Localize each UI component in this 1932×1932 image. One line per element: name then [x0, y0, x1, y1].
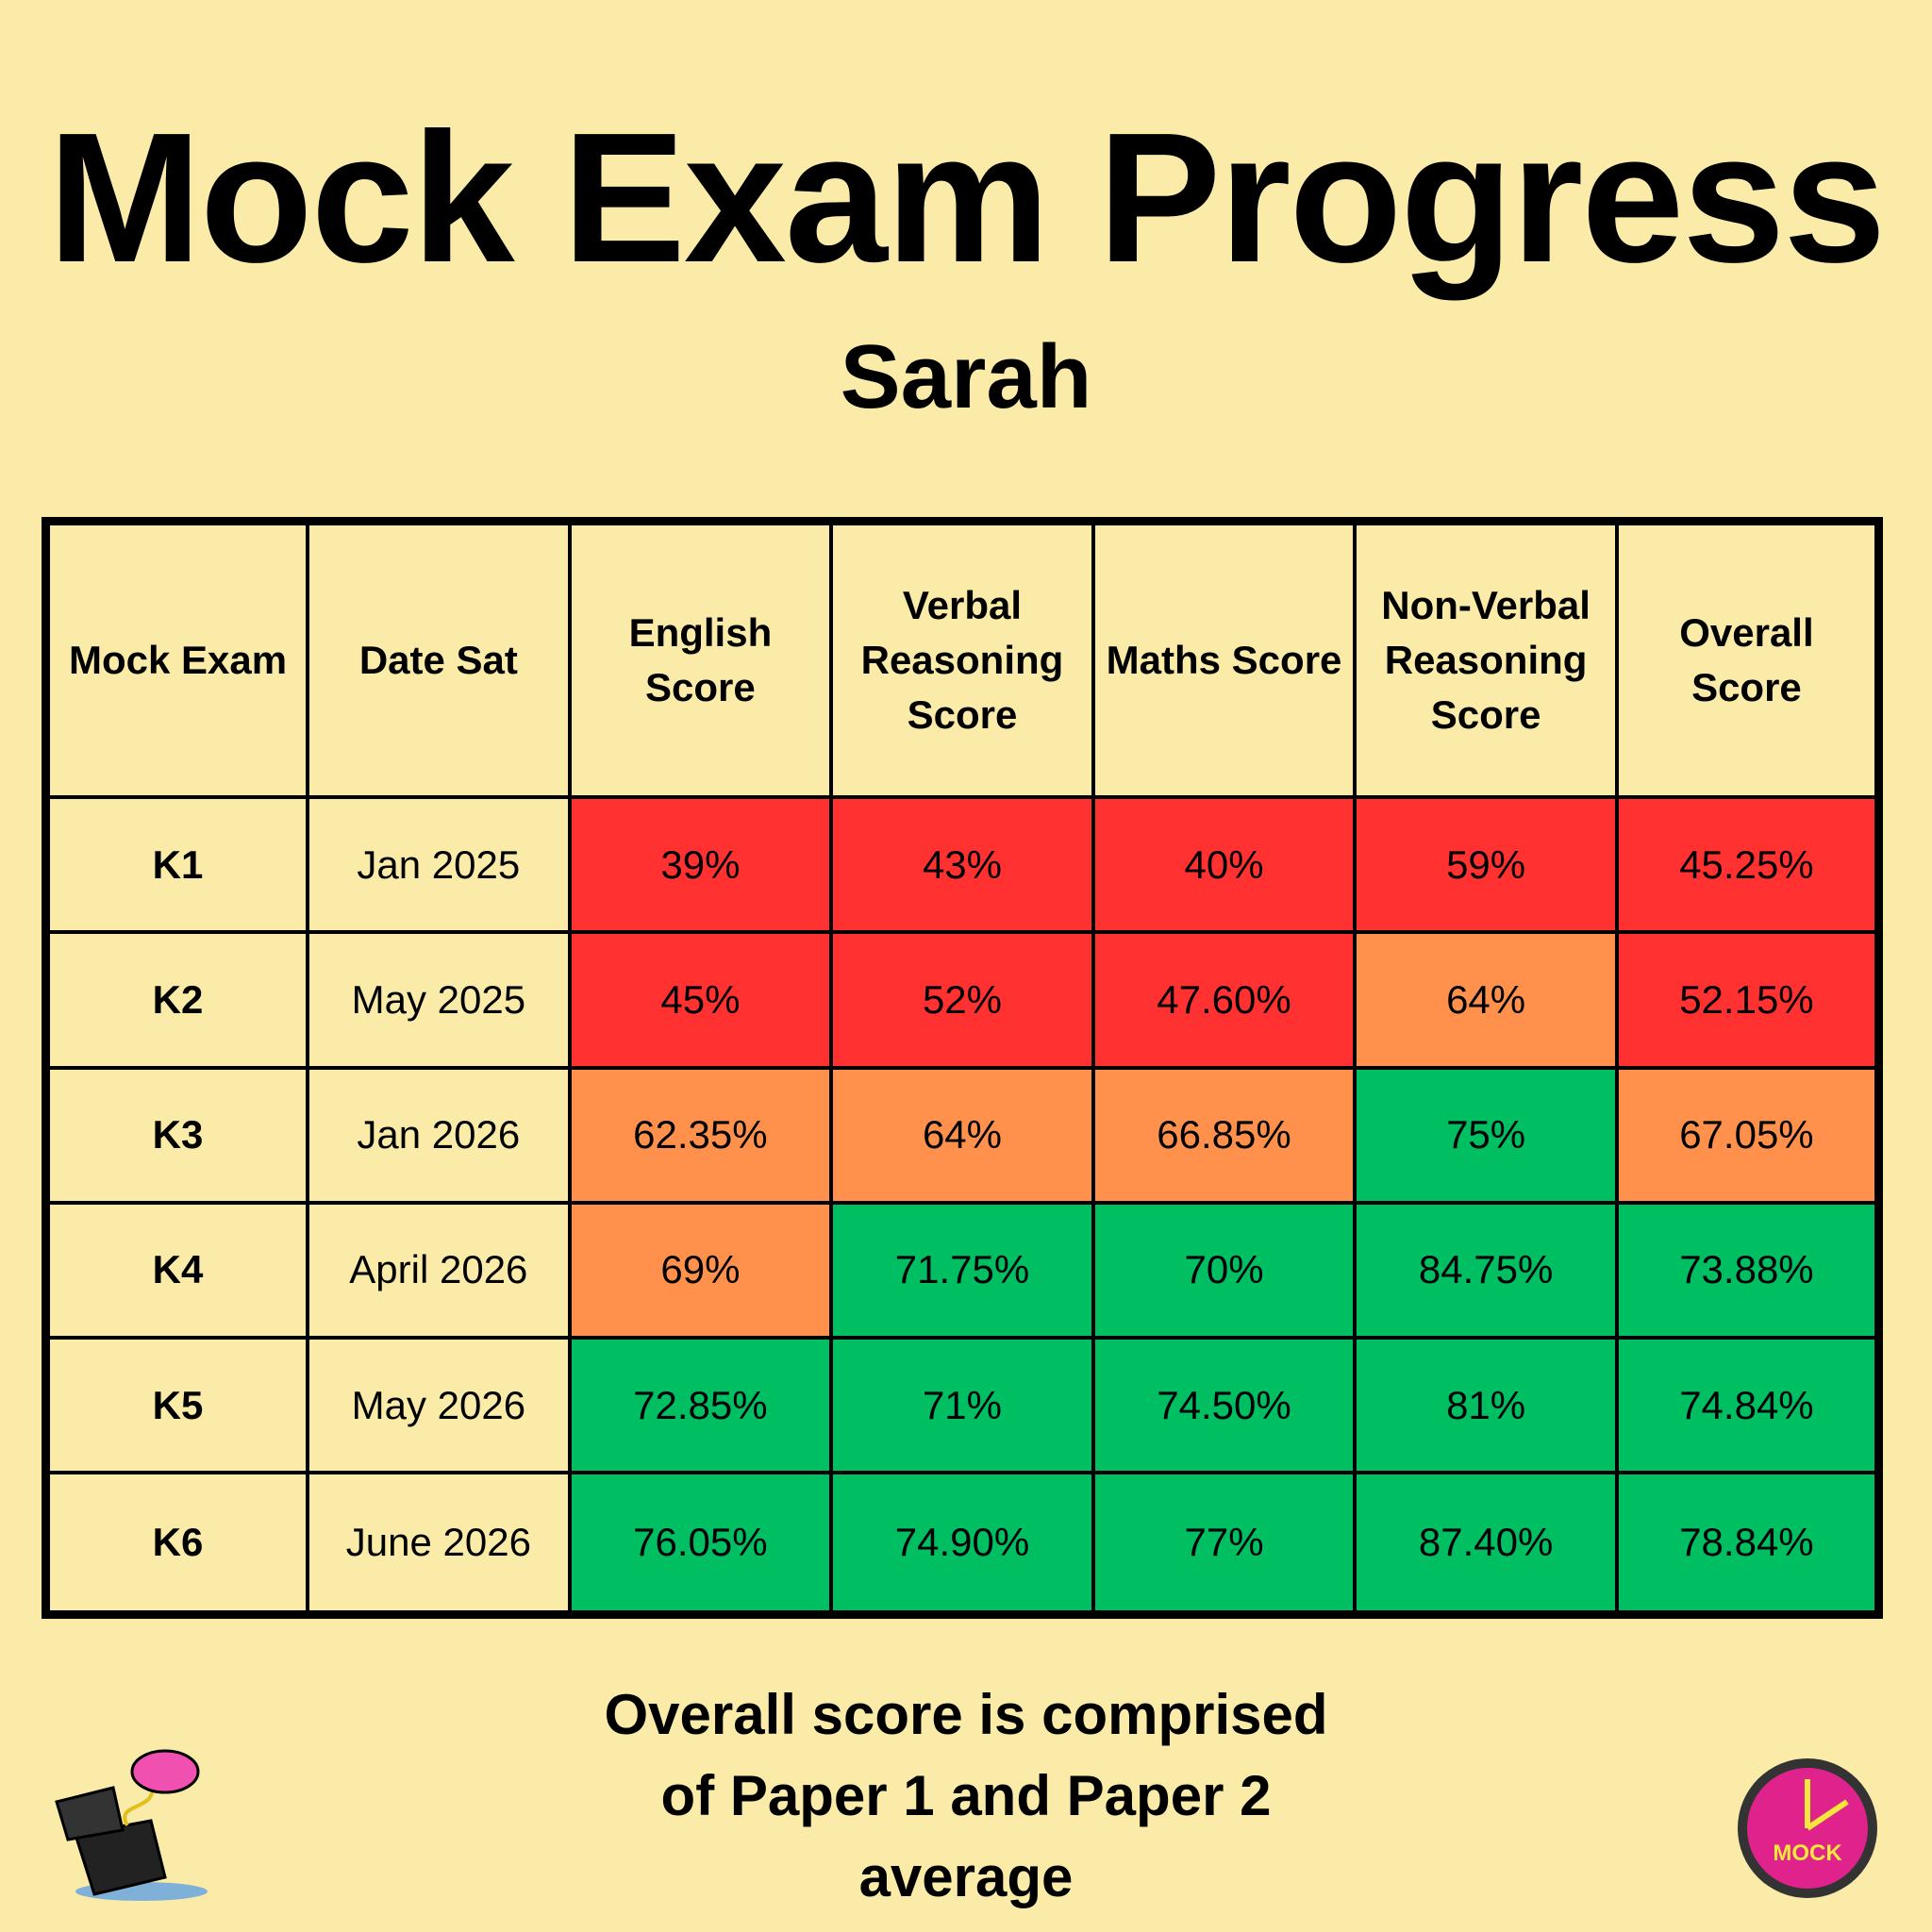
table-cell: 52.15%	[1614, 930, 1881, 1070]
table-cell: 43%	[829, 794, 1095, 935]
table-row: K6 June 2026 76.05% 74.90% 77% 87.40% 78.84%	[43, 1471, 1881, 1617]
header-cell: Non-Verbal Reasoning Score	[1353, 519, 1619, 799]
table-cell: K4	[43, 1200, 310, 1341]
table-cell: 66.85%	[1091, 1065, 1357, 1205]
table-cell: 45.25%	[1614, 794, 1881, 935]
table-cell: Jan 2025	[306, 794, 572, 935]
table-cell: 64%	[829, 1065, 1095, 1205]
header-cell: Date Sat	[306, 519, 572, 799]
table-cell: 64%	[1353, 930, 1619, 1070]
table-cell: Jan 2026	[306, 1065, 572, 1205]
table-cell: K3	[43, 1065, 310, 1205]
title: Mock Exam Progress	[47, 94, 1887, 301]
table-cell: 81%	[1353, 1336, 1619, 1475]
table-cell: April 2026	[306, 1200, 572, 1341]
brain	[130, 1749, 200, 1794]
table-cell: 84.75%	[1353, 1200, 1619, 1341]
table-cell: 69%	[567, 1200, 834, 1341]
logo-text: MOCK	[1773, 1840, 1842, 1866]
table-body: K1 Jan 2025 39% 43% 40% 59% 45.25% K2 May 2025 45…	[43, 794, 1881, 1617]
table-cell: K6	[43, 1471, 310, 1617]
table-cell: 45%	[567, 930, 834, 1070]
score-table: Mock Exam Date Sat English Score Verbal Rea…	[42, 517, 1883, 1619]
table-cell: 62.35%	[567, 1065, 834, 1205]
table-cell: 47.60%	[1091, 930, 1357, 1070]
table-row: K2 May 2025 45% 52% 47.60% 64% 52.15%	[43, 930, 1881, 1070]
table-cell: 73.88%	[1614, 1200, 1881, 1341]
table-cell: 52%	[829, 930, 1095, 1070]
table-cell: May 2026	[306, 1336, 572, 1475]
table-cell: 74.84%	[1614, 1336, 1881, 1475]
table-cell: 74.90%	[829, 1471, 1095, 1617]
brain-box-logo	[55, 1749, 208, 1901]
table-cell: 75%	[1353, 1065, 1619, 1205]
header-cell: Verbal Reasoning Score	[829, 519, 1095, 799]
table-row: K4 April 2026 69% 71.75% 70% 84.75% 73.88%	[43, 1200, 1881, 1341]
box-lid	[55, 1786, 125, 1841]
table-cell: 87.40%	[1353, 1471, 1619, 1617]
table-cell: 76.05%	[567, 1471, 834, 1617]
table-row: K1 Jan 2025 39% 43% 40% 59% 45.25%	[43, 794, 1881, 935]
header-cell: Maths Score	[1091, 519, 1357, 799]
table-row: K3 Jan 2026 62.35% 64% 66.85% 75% 67.05%	[43, 1065, 1881, 1205]
table-cell: 71%	[829, 1336, 1095, 1475]
header-cell: Overall Score	[1614, 519, 1881, 799]
table-cell: 40%	[1091, 794, 1357, 935]
header-cell: English Score	[567, 519, 834, 799]
table-cell: May 2025	[306, 930, 572, 1070]
header-row: Mock Exam Date Sat English Score Verbal Rea…	[43, 519, 1881, 799]
logo-hand	[1806, 1799, 1849, 1831]
table-cell: 72.85%	[567, 1336, 834, 1475]
table-cell: 78.84%	[1614, 1471, 1881, 1617]
table-cell: K2	[43, 930, 310, 1070]
table-cell: 77%	[1091, 1471, 1357, 1617]
table-cell: K1	[43, 794, 310, 935]
table-cell: K5	[43, 1336, 310, 1475]
table-cell: 39%	[567, 794, 834, 935]
table-cell: 70%	[1091, 1200, 1357, 1341]
header-cell: Mock Exam	[43, 519, 310, 799]
table-row: K5 May 2026 72.85% 71% 74.50% 81% 74.84%	[43, 1336, 1881, 1475]
table-cell: 71.75%	[829, 1200, 1095, 1341]
table-cell: 74.50%	[1091, 1336, 1357, 1475]
table-cell: 67.05%	[1614, 1065, 1881, 1205]
footer-note: Overall score is comprised of Paper 1 an…	[604, 1683, 1328, 1908]
table-cell: 59%	[1353, 794, 1619, 935]
subtitle: Sarah	[840, 326, 1092, 427]
mock-logo: MOCK	[1738, 1758, 1877, 1898]
table-cell: June 2026	[306, 1471, 572, 1617]
